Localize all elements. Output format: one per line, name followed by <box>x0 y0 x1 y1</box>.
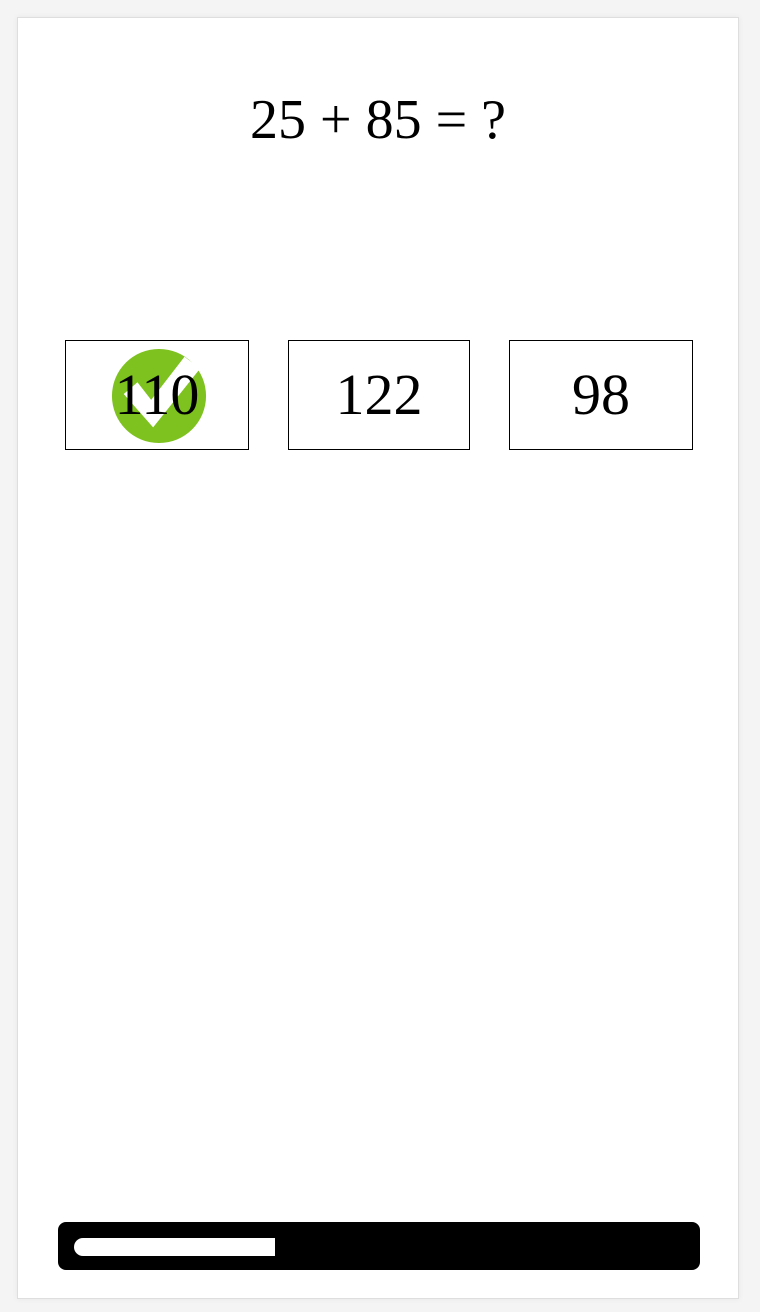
question-text: 25 + 85 = ? <box>249 89 507 151</box>
answer-options: 110 122 98 <box>18 340 738 452</box>
progress-fill <box>74 1238 275 1256</box>
answer-label: 110 <box>114 362 200 427</box>
checkmark-icon <box>111 348 207 444</box>
answer-option-2[interactable]: 122 <box>288 340 470 450</box>
progress-bar <box>58 1222 700 1270</box>
game-screen: 25 + 85 = ? 110 122 98 <box>17 17 739 1299</box>
answer-option-1[interactable]: 110 <box>65 340 249 450</box>
answer-option-3[interactable]: 98 <box>509 340 693 450</box>
answer-label: 98 <box>572 362 630 427</box>
answer-label: 122 <box>335 362 423 427</box>
